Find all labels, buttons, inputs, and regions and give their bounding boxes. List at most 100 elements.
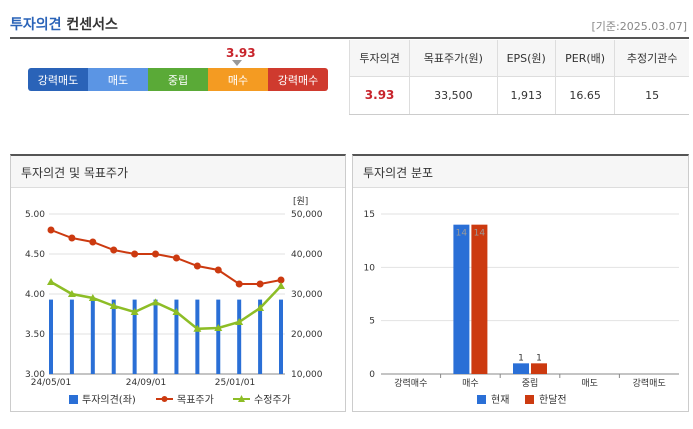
category-label: 중립 [522, 378, 539, 389]
category-label: 매수 [462, 378, 479, 389]
legend-revised-label: 수정주가 [254, 394, 291, 406]
category-label: 강력매수 [394, 377, 427, 389]
category-label: 매도 [581, 378, 598, 389]
x-tick: 25/01/01 [215, 378, 255, 388]
y-right-tick: 30,000 [291, 290, 323, 300]
gauge-segment-3: 매수 [208, 68, 268, 91]
revised-price-point [277, 282, 285, 289]
y-tick: 5 [369, 317, 375, 327]
target-price-point [152, 250, 160, 258]
legend-month-ago-label: 한달전 [539, 394, 567, 406]
dist-data-label: 14 [474, 229, 486, 239]
gauge-segment-2: 중립 [148, 68, 208, 91]
legend-target-label: 목표주가 [177, 394, 214, 406]
opinion-bar [111, 299, 116, 374]
target-price-point [47, 226, 55, 234]
summary-header-2: EPS(원) [496, 40, 556, 77]
target-price-point [110, 246, 118, 254]
legend-current-swatch [477, 395, 486, 404]
dist-bar-현재 [513, 363, 529, 374]
opinion-bar [279, 299, 283, 374]
target-price-point [68, 234, 76, 242]
revised-price-point [67, 290, 76, 297]
dist-data-label: 14 [456, 229, 468, 239]
revised-price-point [235, 318, 244, 325]
opinion-bar [132, 299, 137, 374]
gauge-marker-value: 3.93 [226, 46, 256, 60]
y-left-tick: 3.50 [25, 330, 45, 340]
opinion-bar [69, 299, 74, 374]
legend-month-ago-swatch [525, 395, 534, 404]
summary-value-2: 1,913 [496, 76, 556, 115]
revised-price-point [130, 308, 139, 315]
y-right-tick: 10,000 [291, 370, 323, 380]
top-divider [10, 37, 689, 39]
opinion-target-chart: [원] 5.00 4.50 4.00 3.50 3.00 50,000 40,000 30,00… [25, 196, 323, 406]
title-accent: 투자의견 [10, 17, 62, 33]
y-right-tick: 40,000 [291, 250, 323, 260]
page-title: 투자의견 컨센서스 [10, 14, 118, 34]
opinion-gauge: 강력매도 매도 중립 매수 강력매수 [28, 68, 328, 91]
summary-header-0: 투자의견 [348, 40, 410, 77]
revised-price-point [151, 298, 160, 306]
revised-price-point [109, 302, 118, 309]
revised-price-point [88, 294, 97, 301]
target-price-point [277, 276, 285, 284]
y-tick: 10 [364, 263, 376, 273]
unit-label: [원] [293, 196, 308, 207]
target-price-point [172, 254, 180, 262]
revised-price-line [50, 280, 282, 331]
legend-opinion-label: 투자의견(좌) [82, 394, 136, 406]
revised-price-point [193, 324, 202, 332]
legend-current-label: 현재 [491, 394, 509, 406]
revised-price-point [47, 278, 55, 285]
x-tick: 24/09/01 [126, 378, 166, 388]
gauge-segment-1: 매도 [88, 68, 148, 91]
y-left-tick: 3.00 [25, 370, 45, 380]
revised-price-point [214, 324, 223, 331]
opinion-bar [174, 299, 179, 374]
target-price-point [235, 280, 243, 288]
summary-value-1: 33,500 [409, 76, 497, 115]
summary-header-row: 투자의견 목표주가(원) EPS(원) PER(배) 추정기관수 [348, 40, 689, 77]
target-price-point [131, 250, 139, 258]
dist-data-label: 1 [518, 353, 524, 363]
target-price-point [256, 280, 264, 288]
gauge-marker-triangle-icon [232, 60, 242, 66]
target-price-point [89, 238, 97, 246]
target-price-point [214, 266, 222, 274]
panel-title-left: 투자의견 및 목표주가 [11, 156, 345, 188]
y-right-tick: 50,000 [291, 210, 323, 220]
summary-header-3: PER(배) [554, 40, 615, 77]
panel-title-right: 투자의견 분포 [353, 156, 688, 188]
opinion-bar [237, 299, 242, 374]
consensus-summary-table: 투자의견 목표주가(원) EPS(원) PER(배) 추정기관수 3.93 33,500 1… [348, 40, 689, 115]
y-left-tick: 5.00 [25, 210, 45, 220]
gauge-segment-0: 강력매도 [28, 68, 88, 91]
revised-price-point [172, 308, 181, 315]
title-rest: 컨센서스 [66, 17, 118, 33]
y-tick: 15 [364, 210, 375, 220]
opinion-bar [258, 299, 263, 374]
summary-value-3: 16.65 [554, 76, 615, 115]
opinion-bar [195, 299, 200, 374]
y-tick: 0 [369, 370, 375, 380]
legend-target-marker [161, 396, 168, 402]
legend-revised-marker [238, 395, 245, 402]
opinion-bar [153, 299, 158, 374]
summary-value-4: 15 [614, 76, 689, 115]
summary-value-row: 3.93 33,500 1,913 16.65 15 [348, 76, 689, 115]
target-price-point [193, 262, 201, 270]
summary-value-0: 3.93 [348, 76, 410, 115]
summary-header-1: 목표주가(원) [409, 40, 497, 77]
y-left-tick: 4.50 [25, 250, 45, 260]
summary-header-4: 추정기관수 [614, 40, 689, 77]
dist-data-label: 1 [536, 353, 542, 363]
dist-bar-한달전 [531, 363, 547, 374]
y-left-tick: 4.00 [25, 290, 45, 300]
dist-bar-현재 [453, 224, 470, 374]
category-label: 강력매도 [633, 377, 666, 389]
dist-bar-한달전 [471, 224, 488, 374]
target-price-line [50, 229, 282, 285]
